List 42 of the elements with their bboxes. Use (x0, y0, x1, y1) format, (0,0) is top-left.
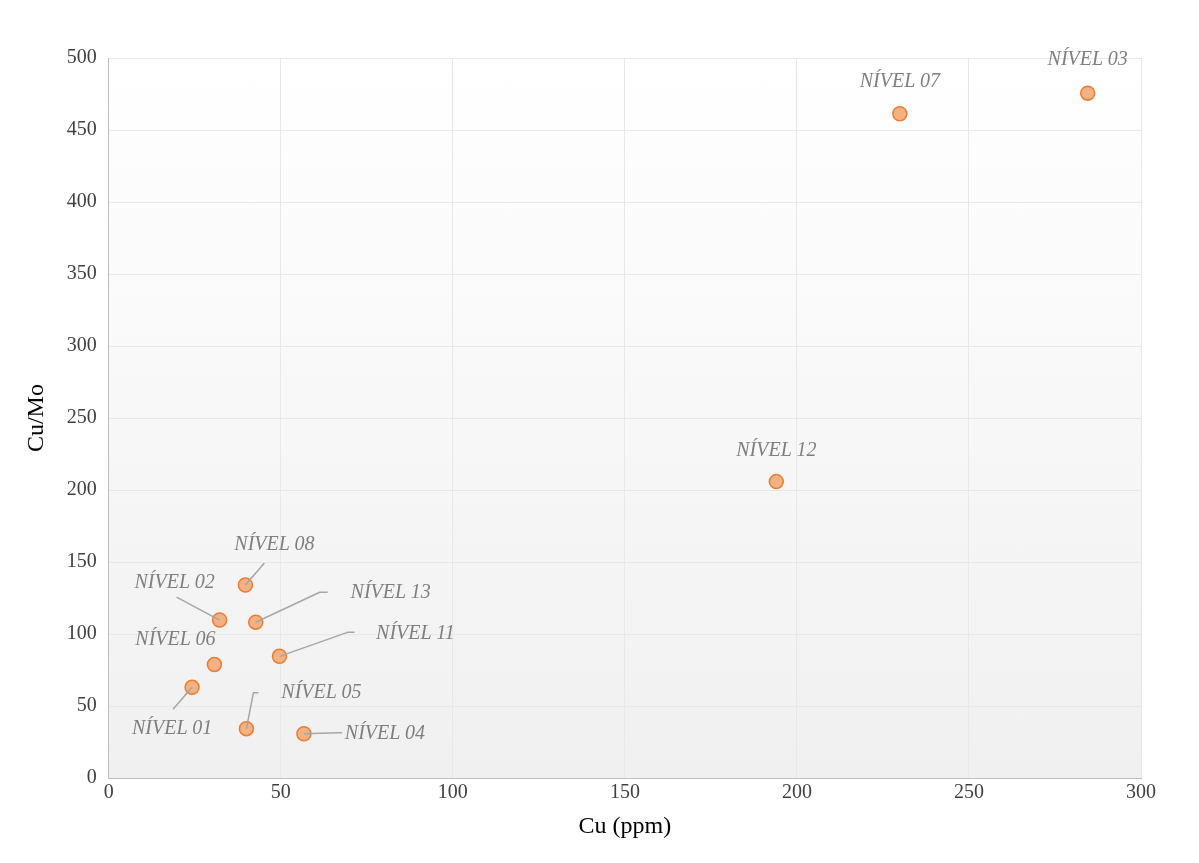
y-tick-label: 250 (66, 405, 97, 428)
y-tick-label: 450 (66, 117, 97, 140)
y-tick-label: 100 (66, 621, 97, 644)
point (211, 612, 228, 628)
y-tick-label: 400 (66, 189, 97, 212)
annotation: NÍVEL 08 (233, 532, 315, 555)
y-tick-label: 350 (66, 261, 97, 284)
point (238, 720, 255, 737)
y-tick-label: 0 (86, 765, 97, 788)
point (1079, 85, 1096, 101)
y-tick-label: 500 (66, 45, 97, 68)
annotation: NÍVEL 12 (735, 437, 817, 460)
y-tick-label: 300 (66, 333, 97, 356)
x-tick-label: 200 (781, 780, 812, 803)
annotation: NÍVEL 06 (134, 626, 216, 649)
annotation: NÍVEL 03 (1046, 47, 1128, 70)
x-tick-label: 300 (1126, 780, 1156, 803)
x-tick-label: 100 (437, 780, 468, 803)
x-tick-label: 250 (953, 780, 984, 803)
annotation: NÍVEL 13 (349, 580, 431, 603)
annotation: NÍVEL 11 (375, 620, 455, 643)
point (271, 648, 288, 665)
x-tick-label: 50 (270, 780, 291, 803)
annotation: NÍVEL 05 (280, 679, 362, 702)
y-axis-title: Cu/Mo (21, 384, 48, 453)
point (892, 105, 908, 122)
point (184, 679, 200, 696)
point (206, 656, 223, 673)
annotation: NÍVEL 01 (130, 715, 213, 738)
x-tick-label: 0 (103, 780, 114, 803)
point (768, 473, 785, 490)
point (237, 577, 254, 593)
x-tick-label: 150 (609, 780, 640, 803)
point (247, 614, 264, 630)
y-tick-label: 200 (66, 477, 97, 500)
annotation: NÍVEL 02 (133, 570, 215, 593)
x-axis-title: Cu (ppm) (578, 811, 672, 838)
annotation: NÍVEL 07 (858, 68, 941, 91)
annotation: NÍVEL 04 (343, 721, 425, 744)
y-tick-label: 50 (76, 693, 97, 716)
point (296, 726, 312, 742)
y-tick-label: 150 (66, 549, 97, 572)
